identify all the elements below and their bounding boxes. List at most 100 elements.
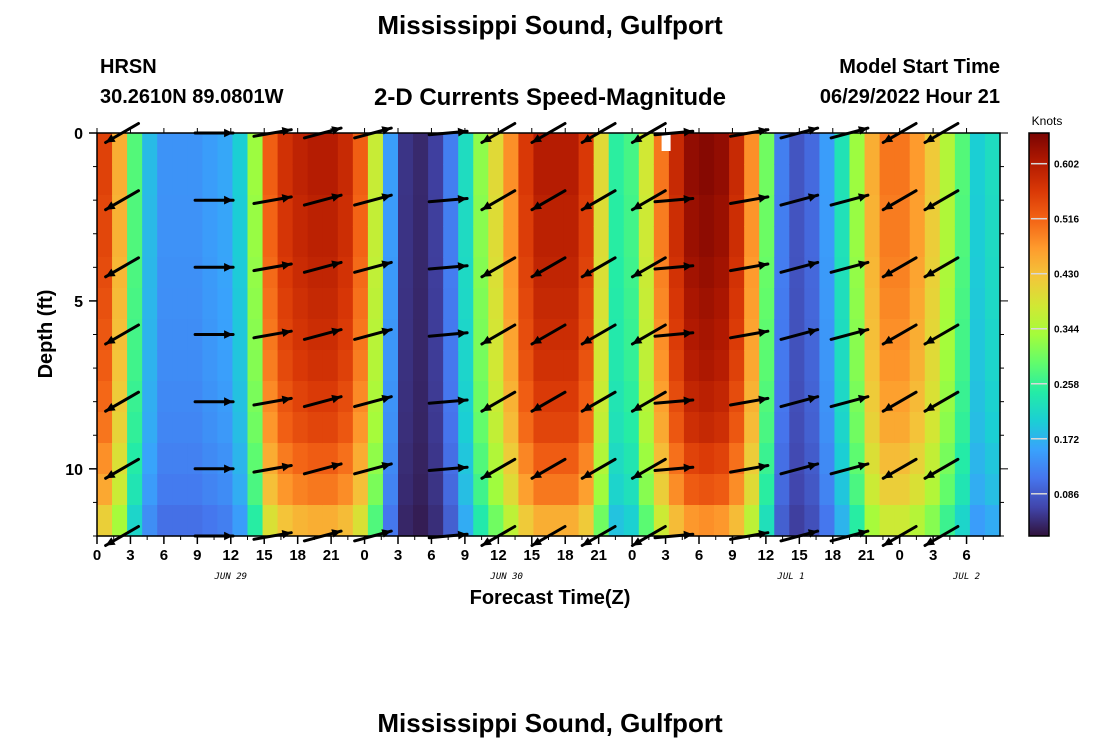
heatmap-cell: [247, 350, 264, 382]
heatmap-cell: [954, 288, 971, 320]
heatmap-cell: [262, 195, 279, 227]
heatmap-cell: [759, 164, 775, 196]
colorbar-tick-label: 0.086: [1054, 490, 1079, 501]
heatmap-cell: [879, 381, 896, 413]
heatmap-cell: [608, 474, 625, 506]
heatmap-cell: [262, 381, 279, 413]
heatmap-cell: [217, 257, 234, 289]
heatmap-cell: [533, 474, 550, 506]
heatmap-cell: [277, 443, 294, 475]
heatmap-cell: [473, 505, 489, 537]
heatmap-cell: [187, 443, 203, 475]
heatmap-cell: [367, 474, 384, 506]
heatmap-cell: [593, 443, 610, 475]
heatmap-cell: [112, 505, 128, 537]
heatmap-cell: [413, 505, 429, 537]
heatmap-cell: [819, 288, 836, 320]
current-vector: [427, 262, 469, 271]
x-tick-label: 12: [222, 547, 239, 564]
heatmap-cell: [157, 319, 173, 351]
heatmap-cell: [548, 226, 565, 258]
heatmap-cell: [367, 257, 384, 289]
heatmap-cell: [352, 474, 369, 506]
current-vector: [653, 463, 695, 473]
heatmap-cell: [864, 505, 881, 537]
heatmap-cell: [563, 443, 580, 475]
heatmap-cell: [352, 226, 369, 258]
heatmap-cell: [729, 319, 745, 351]
heatmap-cell: [834, 226, 851, 258]
heatmap-cell: [277, 195, 294, 227]
heatmap-cell: [157, 226, 173, 258]
heatmap-cell: [744, 164, 760, 196]
heatmap-cell: [593, 226, 610, 258]
heatmap-cell: [984, 195, 1001, 227]
heatmap-cell: [142, 319, 158, 351]
heatmap-cell: [668, 195, 685, 227]
heatmap-cell: [759, 319, 775, 351]
heatmap-cell: [262, 226, 279, 258]
heatmap-cell: [954, 412, 971, 444]
heatmap-cell: [954, 133, 971, 165]
heatmap-cell: [699, 474, 715, 506]
heatmap-cell: [262, 443, 279, 475]
current-vector: [530, 256, 567, 279]
heatmap-cell: [382, 319, 399, 351]
heatmap-cell: [804, 350, 820, 382]
heatmap-cell: [774, 226, 790, 258]
heatmap-cell: [97, 226, 113, 258]
heatmap-cell: [653, 350, 670, 382]
heatmap-cell: [969, 443, 986, 475]
heatmap-cell: [924, 164, 941, 196]
heatmap-cell: [699, 288, 715, 320]
heatmap-cell: [759, 257, 775, 289]
heatmap-cell: [367, 133, 384, 165]
heatmap-cell: [413, 381, 429, 413]
heatmap-cell: [608, 443, 625, 475]
heatmap-cell: [112, 350, 128, 382]
heatmap-cell: [488, 133, 504, 165]
heatmap-cell: [729, 443, 745, 475]
heatmap-cell: [969, 350, 986, 382]
heatmap-cell: [894, 288, 911, 320]
heatmap-cell: [413, 133, 429, 165]
heatmap-cell: [142, 443, 158, 475]
heatmap-cell: [879, 350, 896, 382]
heatmap-cell: [548, 443, 565, 475]
heatmap-cell: [202, 505, 218, 537]
current-vector: [923, 256, 960, 279]
heatmap-cell: [322, 474, 339, 506]
current-vector: [480, 457, 517, 480]
heatmap-cell: [277, 257, 294, 289]
heatmap-cell: [503, 505, 519, 537]
heatmap-cell: [157, 195, 173, 227]
heatmap-cell: [699, 505, 715, 537]
heatmap-cell: [653, 257, 670, 289]
current-vector: [427, 463, 469, 473]
heatmap-cell: [563, 505, 580, 537]
heatmap-cell: [97, 350, 113, 382]
current-vector: [193, 263, 235, 272]
heatmap-cell: [428, 350, 444, 382]
heatmap-cell: [428, 443, 444, 475]
heatmap-cell: [849, 443, 866, 475]
heatmap-cell: [789, 505, 805, 537]
heatmap-cell: [623, 350, 640, 382]
heatmap-cell: [172, 257, 188, 289]
heatmap-cell: [954, 505, 971, 537]
current-vector: [480, 256, 517, 279]
current-vector: [580, 323, 617, 346]
heatmap-cell: [172, 195, 188, 227]
heatmap-cell: [217, 164, 234, 196]
heatmap-cell: [759, 226, 775, 258]
heatmap-cell: [638, 412, 655, 444]
heatmap-cell: [954, 443, 971, 475]
heatmap-cell: [97, 319, 113, 351]
current-vector: [923, 323, 960, 346]
current-vector: [729, 395, 770, 407]
heatmap-cell: [879, 474, 896, 506]
heatmap-cell: [247, 195, 264, 227]
heatmap-cell: [518, 443, 535, 475]
date-label: JUN 30: [489, 572, 523, 582]
colorbar-tick-label: 0.344: [1054, 325, 1079, 336]
